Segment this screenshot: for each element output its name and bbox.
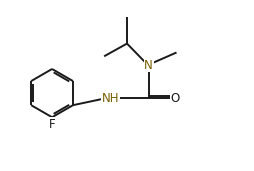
Text: NH: NH bbox=[102, 92, 119, 105]
Text: O: O bbox=[171, 92, 180, 105]
Text: N: N bbox=[144, 59, 153, 72]
Text: F: F bbox=[49, 118, 55, 131]
